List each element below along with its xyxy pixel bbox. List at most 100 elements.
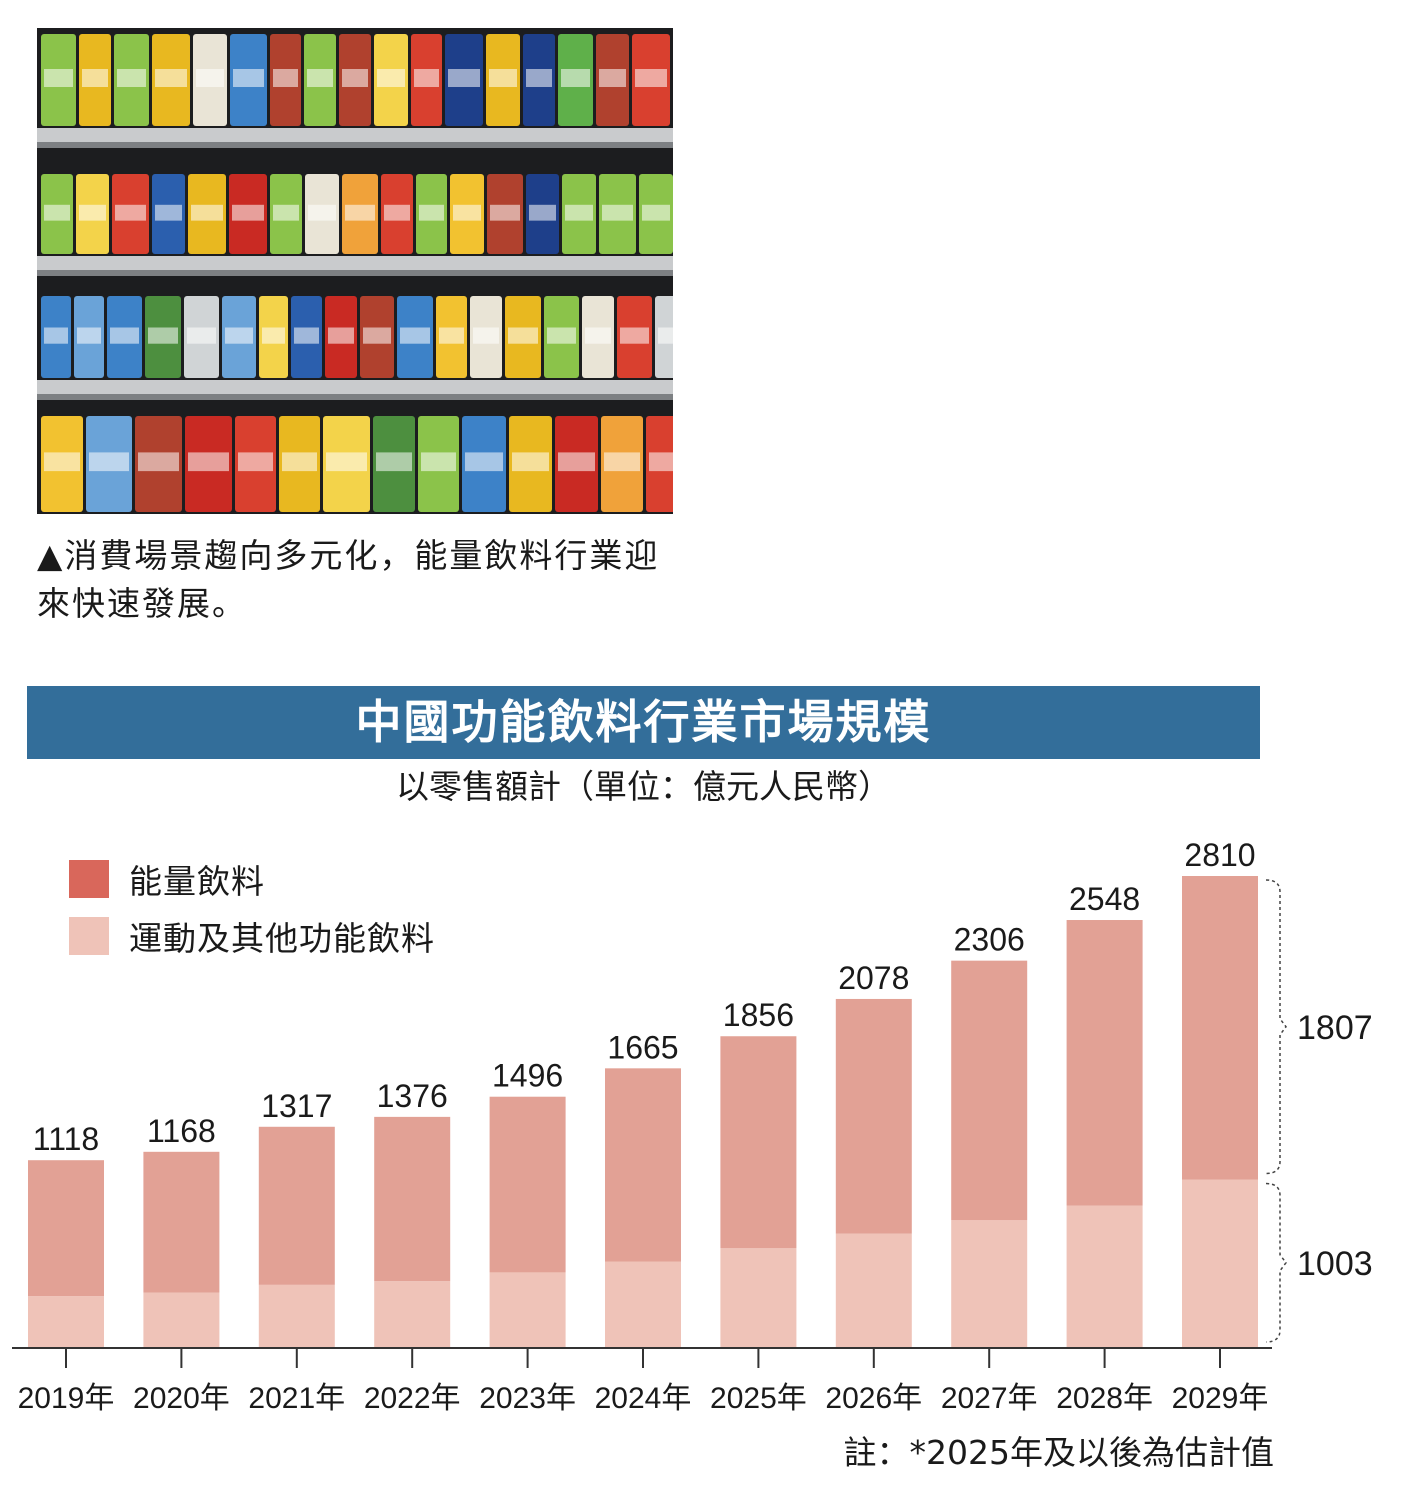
legend-item-energy: 能量飲料 (69, 859, 265, 901)
x-tick-label-4: 2023年 (479, 1382, 576, 1415)
can-label (115, 204, 146, 221)
bar-sports-7 (835, 1233, 912, 1348)
bar-energy-9 (1066, 920, 1143, 1206)
shelf-shadow (37, 394, 673, 400)
shelf-edge (37, 380, 673, 394)
total-label-10: 2810 (1184, 837, 1255, 873)
can-label (448, 69, 480, 87)
total-label-0: 1118 (33, 1121, 99, 1157)
legend-label-sports: 運動及其他功能飲料 (129, 919, 435, 958)
bar-energy-2 (258, 1126, 335, 1285)
can-label (82, 69, 108, 87)
can-label (642, 204, 670, 221)
total-label-1: 1168 (147, 1113, 216, 1149)
can-label (453, 204, 481, 221)
x-tick-label-3: 2022年 (364, 1382, 461, 1415)
can-label (117, 69, 146, 87)
x-tick-label-10: 2029年 (1172, 1382, 1269, 1415)
can-label (79, 204, 106, 221)
can-label (620, 327, 649, 344)
chart-title: 中國功能飲料行業市場規模 (27, 686, 1260, 759)
shelf-illustration (37, 34, 673, 512)
shelf-shadow (37, 270, 673, 276)
can-label (604, 452, 640, 472)
x-tick-label-1: 2020年 (133, 1382, 230, 1415)
total-label-6: 1856 (723, 997, 794, 1033)
bar-sports-3 (374, 1281, 451, 1348)
can-label (585, 327, 611, 344)
can-label (561, 69, 590, 87)
bar-energy-3 (374, 1116, 451, 1282)
energy-2029-label: 1807 (1297, 1009, 1373, 1047)
can-label (490, 204, 520, 221)
can-label (658, 327, 673, 344)
bar-sports-2 (258, 1284, 335, 1348)
shelf-shadow (37, 142, 673, 148)
x-tick-label-7: 2026年 (825, 1382, 922, 1415)
legend-swatch-energy (69, 860, 109, 898)
can-label (307, 69, 333, 87)
can-label (273, 69, 298, 87)
bar-sports-10 (1182, 1179, 1258, 1348)
bar-energy-0 (28, 1160, 104, 1297)
can-label (155, 69, 187, 87)
sports-2029-bracket (1265, 1182, 1287, 1343)
can-label (465, 452, 503, 472)
can-label (599, 69, 626, 87)
x-tick-label-8: 2027年 (941, 1382, 1038, 1415)
legend-label-energy: 能量飲料 (129, 862, 265, 901)
can-label (328, 327, 354, 344)
bar-sports-1 (143, 1292, 220, 1348)
photo-caption: ▲消費場景趨向多元化，能量飲料行業迎來快速發展。 (37, 536, 660, 623)
x-tick-label-6: 2025年 (710, 1382, 807, 1415)
can-label (262, 327, 285, 344)
can-label (196, 69, 224, 87)
can-label (238, 452, 273, 472)
can-label (421, 452, 456, 472)
can-label (110, 327, 139, 344)
can-label (384, 204, 410, 221)
can-label (89, 452, 129, 472)
can-label (419, 204, 444, 221)
can-label (187, 327, 216, 344)
drink-shelves-photo (37, 28, 673, 514)
can-label (138, 452, 179, 472)
x-tick-label-0: 2019年 (18, 1382, 115, 1415)
bar-energy-4 (489, 1096, 566, 1273)
can-label (233, 69, 264, 87)
can-label (439, 327, 464, 344)
can-label (529, 204, 556, 221)
can-label (342, 69, 368, 87)
can-label (294, 327, 319, 344)
can-label (273, 204, 299, 221)
legend-item-sports: 運動及其他功能飲料 (69, 916, 435, 958)
total-label-2: 1317 (261, 1088, 332, 1124)
total-label-7: 2078 (838, 960, 909, 996)
total-label-8: 2306 (954, 922, 1025, 958)
bar-energy-8 (951, 960, 1028, 1221)
can-label (148, 327, 178, 344)
bar-sports-0 (28, 1296, 104, 1348)
can-label (188, 452, 229, 472)
can-label (44, 452, 80, 472)
can-label (376, 452, 412, 472)
bar-energy-5 (605, 1068, 681, 1262)
bar-sports-5 (605, 1261, 681, 1348)
sports-2029-label: 1003 (1297, 1245, 1373, 1283)
can-label (473, 327, 499, 344)
shelf-edge (37, 256, 673, 270)
x-tick-label-9: 2028年 (1056, 1382, 1153, 1415)
energy-2029-bracket (1265, 879, 1287, 1175)
total-label-9: 2548 (1069, 881, 1140, 917)
bar-sports-6 (720, 1248, 797, 1348)
can-label (400, 327, 430, 344)
can-label (44, 204, 70, 221)
can-label (345, 204, 375, 221)
chart-subtitle: 以零售額計（單位：億元人民幣） (396, 767, 891, 806)
can-label (232, 204, 264, 221)
can-label (602, 204, 633, 221)
can-label (44, 327, 68, 344)
can-label (308, 204, 336, 221)
shelf-edge (37, 128, 673, 142)
